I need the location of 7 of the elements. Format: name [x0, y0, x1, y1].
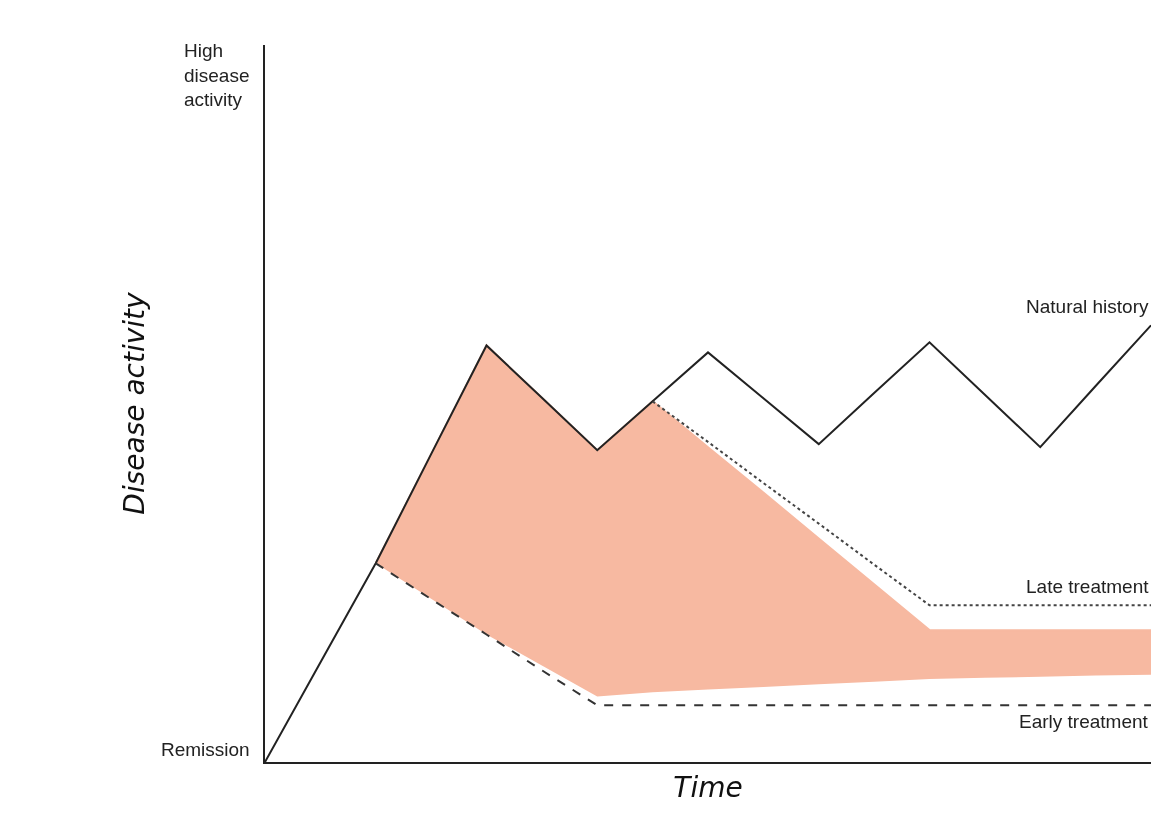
series-label: Late treatment [1026, 576, 1150, 597]
series-label: Early treatment [1019, 711, 1149, 732]
text: High disease activity [184, 40, 250, 111]
y-axis-title: Disease activity [118, 291, 152, 515]
series-label: Natural history [1026, 296, 1149, 317]
text: Remission [161, 739, 250, 760]
x-axis-title: Time [673, 771, 743, 804]
